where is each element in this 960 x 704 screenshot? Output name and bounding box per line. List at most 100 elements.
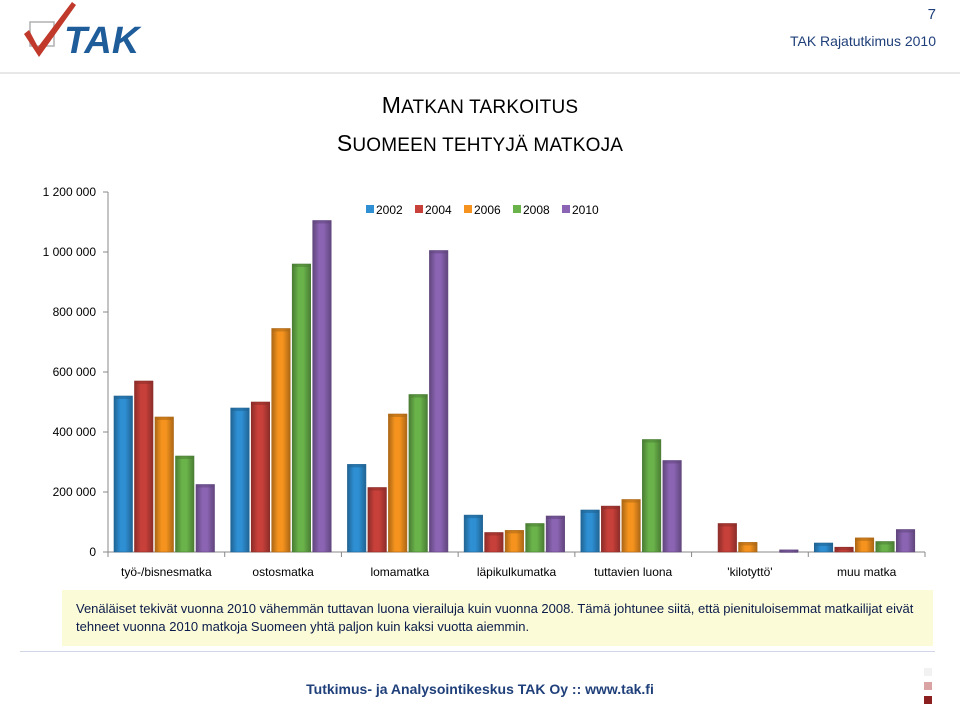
footer-text: Tutkimus- ja Analysointikeskus TAK Oy ::… <box>306 681 654 697</box>
x-tick-label: työ-/bisnesmatka <box>121 565 212 579</box>
legend-label-2010: 2010 <box>572 203 599 217</box>
bar-cap-2002 <box>114 396 133 399</box>
footer-square-light <box>924 668 932 676</box>
bar-cap-2002 <box>814 543 833 546</box>
logo-text: TAK <box>64 20 142 62</box>
footer-square-red <box>924 696 932 704</box>
bar-cap-2008 <box>642 439 661 443</box>
bar-2002 <box>347 464 367 553</box>
bar-cap-2010 <box>896 529 915 533</box>
title-line2-initial: S <box>336 130 353 156</box>
bar-cap-2010 <box>312 220 332 224</box>
bar-2008 <box>642 439 662 553</box>
legend-swatch-2010 <box>562 205 570 213</box>
bar-2004 <box>717 523 737 553</box>
bar-2010 <box>429 250 449 553</box>
bar-2010 <box>195 484 215 553</box>
note-text: Venäläiset tekivät vuonna 2010 vähemmän … <box>76 601 914 634</box>
footer-square-pink <box>924 682 932 690</box>
title-line1-initial: M <box>381 92 402 118</box>
legend-label-2004: 2004 <box>425 203 452 217</box>
page-number: 7 <box>927 6 936 23</box>
bar-2004 <box>367 487 387 553</box>
x-tick-label: lomamatka <box>370 565 429 579</box>
bar-cap-2004 <box>484 532 504 536</box>
bar-2002 <box>580 509 600 553</box>
legend-swatch-2004 <box>415 205 423 213</box>
bar-cap-2004 <box>134 381 153 384</box>
bar-2010 <box>662 460 682 553</box>
bar-cap-2006 <box>155 417 174 420</box>
bar-cap-2002 <box>464 515 483 519</box>
legend-swatch-2002 <box>366 205 374 213</box>
bar-cap-2006 <box>738 542 758 546</box>
bar-cap-2002 <box>347 464 366 468</box>
bar-cap-2004 <box>718 523 737 527</box>
bar-2006 <box>504 530 524 553</box>
bar-2002 <box>463 514 483 553</box>
legend-label-2002: 2002 <box>376 203 403 217</box>
bar-cap-2010 <box>429 250 448 254</box>
bar-cap-2010 <box>196 484 215 488</box>
title-line1-rest: ATKAN TARKOITUS <box>401 97 579 118</box>
bar-2004 <box>134 380 154 553</box>
y-tick-label: 1 200 000 <box>43 185 97 199</box>
bar-cap-2004 <box>367 487 387 491</box>
bar-2006 <box>388 413 408 553</box>
x-tick-label: 'kilotyttö' <box>727 565 772 579</box>
bar-cap-2002 <box>580 510 600 513</box>
bar-cap-2008 <box>408 394 428 398</box>
bar-2006 <box>154 416 174 553</box>
page-subtitle: SUOMEEN TEHTYJÄ MATKOJA <box>0 130 960 157</box>
x-tick-label: ostosmatka <box>252 565 314 579</box>
bar-2004 <box>601 505 621 553</box>
footer-divider <box>20 651 935 652</box>
legend-label-2006: 2006 <box>474 203 501 217</box>
bar-cap-2006 <box>621 499 641 503</box>
bar-2006 <box>621 499 641 553</box>
legend-label-2008: 2008 <box>523 203 550 217</box>
page-title: MATKAN TARKOITUS <box>0 92 960 119</box>
y-tick-label: 800 000 <box>53 305 97 319</box>
bar-2008 <box>175 455 195 553</box>
bar-2008 <box>525 523 545 553</box>
bar-2010 <box>312 220 332 553</box>
y-tick-label: 0 <box>89 545 96 559</box>
bar-2010 <box>545 515 565 553</box>
bar-cap-2010 <box>546 516 565 519</box>
bar-2010 <box>895 529 916 553</box>
bar-cap-2006 <box>271 328 291 332</box>
bar-cap-2008 <box>175 456 194 459</box>
bar-cap-2004 <box>251 402 270 405</box>
note-box: Venäläiset tekivät vuonna 2010 vähemmän … <box>62 590 933 646</box>
header-divider <box>0 72 960 74</box>
x-tick-label: tuttavien luona <box>594 565 672 579</box>
y-tick-label: 600 000 <box>53 365 97 379</box>
report-name: TAK Rajatutkimus 2010 <box>789 33 936 49</box>
bar-cap-2008 <box>525 523 545 527</box>
title-line2-rest: UOMEEN TEHTYJÄ MATKOJA <box>352 135 624 156</box>
x-tick-label: läpikulkumatka <box>477 565 557 579</box>
bar-cap-2010 <box>779 549 799 553</box>
legend-swatch-2006 <box>464 205 472 213</box>
bar-cap-2010 <box>662 460 682 464</box>
bar-cap-2004 <box>834 547 854 551</box>
checkmark-icon <box>24 2 76 57</box>
tak-logo: TAK <box>24 2 142 62</box>
bar-2008 <box>408 394 428 553</box>
bar-cap-2008 <box>875 541 895 545</box>
bar-cap-2006 <box>505 530 524 534</box>
bar-cap-2006 <box>388 414 407 417</box>
x-tick-label: muu matka <box>837 565 897 579</box>
y-tick-label: 200 000 <box>53 485 97 499</box>
legend-swatch-2008 <box>513 205 521 213</box>
y-tick-label: 1 000 000 <box>43 245 97 259</box>
bar-2008 <box>291 263 312 553</box>
bar-2002 <box>113 395 133 553</box>
bar-cap-2004 <box>601 506 620 510</box>
bar-2006 <box>271 328 291 553</box>
bar-cap-2006 <box>855 537 874 541</box>
bar-cap-2002 <box>230 408 250 411</box>
bar-chart: 0 200 000 400 000 600 000 800 000 1 000 000 1 … <box>43 185 926 579</box>
y-tick-label: 400 000 <box>53 425 97 439</box>
